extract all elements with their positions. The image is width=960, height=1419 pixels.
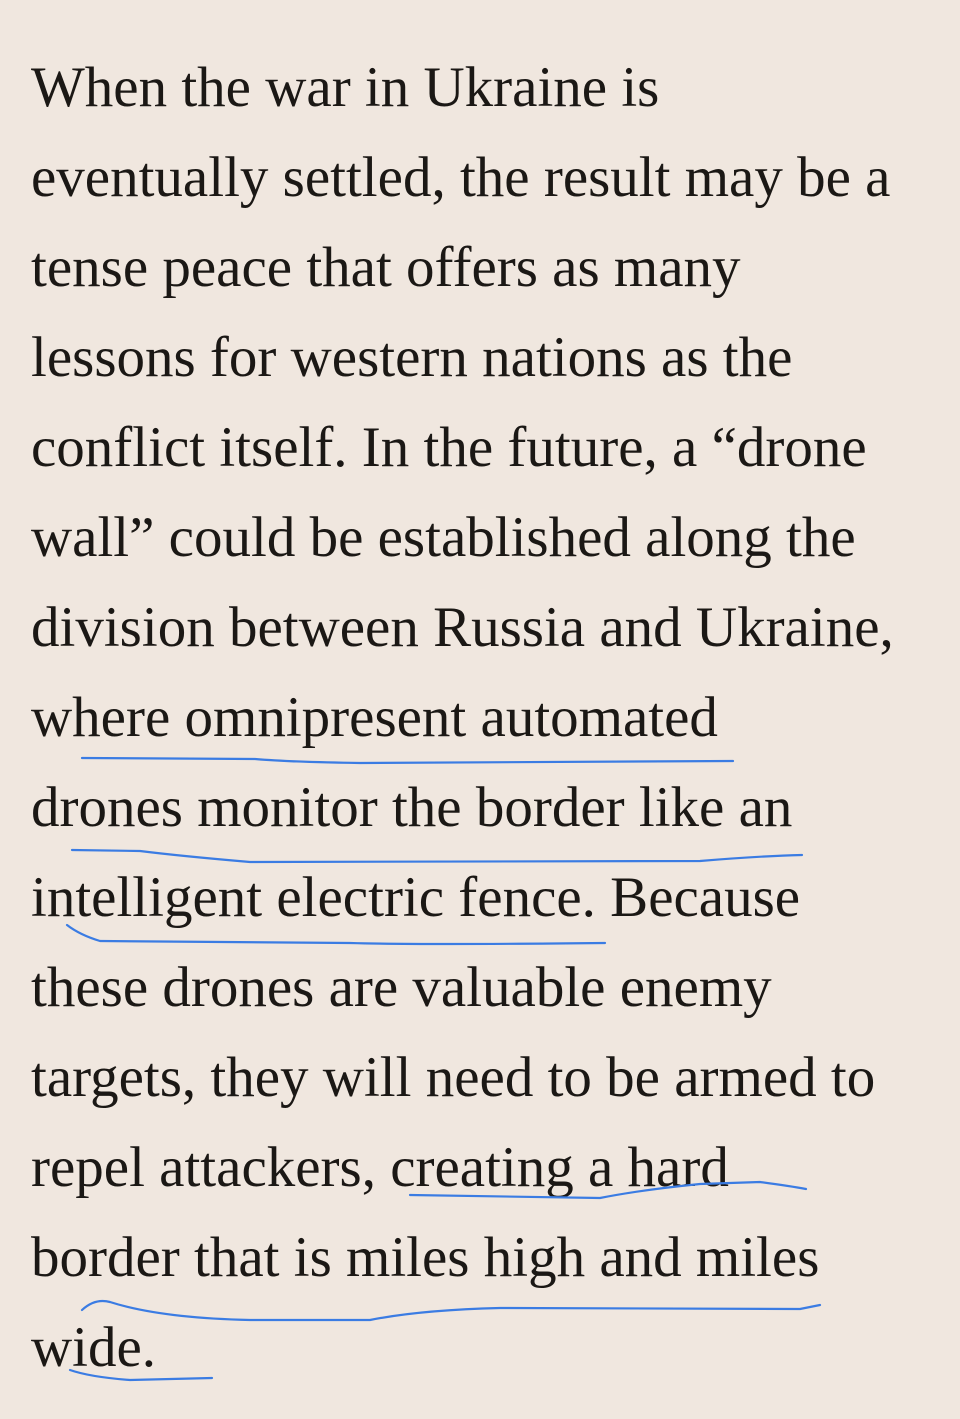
text-line: tense peace that offers as many (31, 236, 741, 299)
text-line: When the war in Ukraine is (31, 56, 660, 119)
text-line: wall” could be established along the (31, 506, 856, 569)
text-line: conflict itself. In the future, a “drone (31, 416, 867, 479)
text-line: intelligent electric fence. Because (31, 866, 801, 929)
text-line: drones monitor the border like an (31, 776, 793, 839)
text-line: border that is miles high and miles (31, 1226, 820, 1289)
text-line: wide. (31, 1316, 157, 1379)
text-line: division between Russia and Ukraine, (31, 596, 894, 659)
text-line: targets, they will need to be armed to (31, 1046, 876, 1109)
text-line: these drones are valuable enemy (31, 956, 772, 1019)
article-paragraph: When the war in Ukraine is eventually se… (31, 43, 960, 1393)
text-line: lessons for western nations as the (31, 326, 793, 389)
text-line: repel attackers, creating a hard (31, 1136, 729, 1199)
text-line: where omnipresent automated (31, 686, 718, 749)
text-line: eventually settled, the result may be a (31, 146, 891, 209)
